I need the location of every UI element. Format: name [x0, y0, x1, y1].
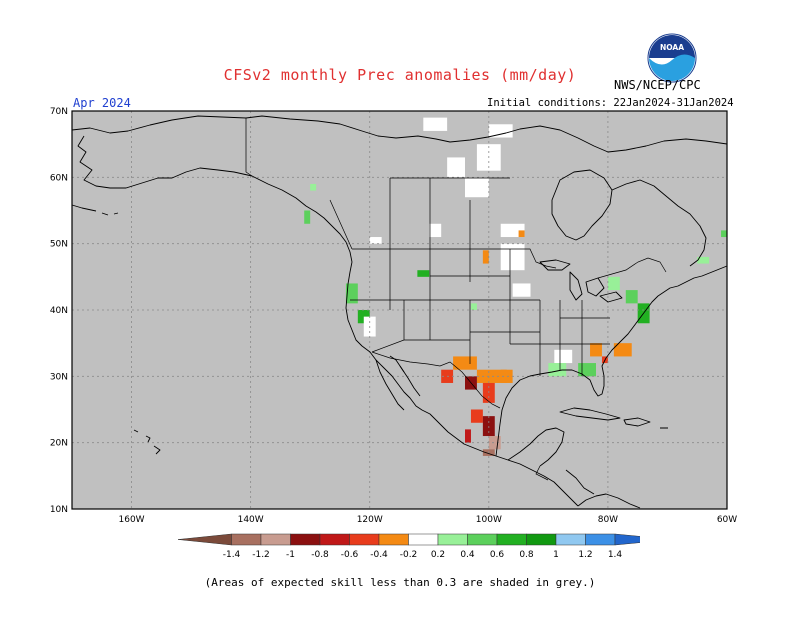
legend-level-label: -0.8: [311, 550, 329, 560]
longitude-label: 160W: [119, 515, 145, 525]
anomaly-cell: [482, 250, 489, 264]
longitude-label: 100W: [476, 515, 502, 525]
legend-color-box: [467, 533, 498, 546]
color-legend: -1.4 -1.2 -1 -0.8 -0.6 -0.4 -0.2 0.2 0.4 0.6 0.8 1 1…: [177, 533, 640, 560]
skill-footnote: (Areas of expected skill less than 0.3 a…: [204, 576, 596, 589]
legend-level-label: 1.2: [578, 550, 592, 560]
anomaly-cell: [548, 363, 567, 377]
longitude-label: 140W: [238, 515, 264, 525]
agency-label: NWS/NCEP/CPC: [614, 78, 701, 92]
legend-color-box: [496, 533, 527, 546]
anomaly-cell: [613, 343, 632, 357]
anomaly-cell: [512, 283, 531, 297]
month-label: Apr 2024: [73, 96, 131, 110]
anomaly-cell: [554, 349, 573, 364]
anomaly-cell: [345, 283, 358, 304]
legend-level-label: 1.4: [608, 550, 623, 560]
anomaly-cell: [470, 409, 483, 423]
coastlines: [71, 115, 728, 509]
legend-level-label: 0.2: [431, 550, 445, 560]
legend-level-label: -1: [286, 550, 295, 560]
legend-level-label: -0.2: [400, 550, 418, 560]
longitude-labels: 160W 140W 120W 100W 80W 60W: [119, 515, 738, 525]
legend-level-label: 0.6: [490, 550, 505, 560]
latitude-label: 50N: [50, 240, 68, 250]
anomaly-cell: [488, 124, 513, 138]
legend-color-box: [526, 533, 557, 546]
anomaly-cell: [417, 270, 430, 277]
latitude-label: 40N: [50, 306, 68, 316]
anomaly-cell: [369, 237, 382, 244]
latitude-label: 70N: [50, 107, 68, 117]
anomaly-cell: [453, 356, 477, 370]
legend-color-box: [614, 533, 640, 546]
noaa-logo: NOAA: [647, 33, 697, 83]
anomaly-cell: [304, 210, 311, 224]
anomaly-map: 70N 60N 50N 40N 30N 20N 10N 160W 140W 120W 100W 80…: [50, 107, 738, 525]
map-frame: [71, 110, 728, 510]
legend-color-box: [290, 533, 321, 546]
anomaly-cell: [310, 183, 317, 191]
longitude-label: 120W: [357, 515, 383, 525]
anomaly-cell: [423, 117, 448, 131]
legend-level-label: -0.6: [341, 550, 359, 560]
legend-color-box: [378, 533, 409, 546]
anomaly-cell: [500, 369, 513, 383]
latitude-label: 60N: [50, 173, 68, 183]
latitude-label: 30N: [50, 372, 68, 382]
latitude-label: 20N: [50, 439, 68, 449]
anomaly-cell: [429, 223, 442, 238]
anomaly-cell: [447, 157, 465, 178]
legend-level-label: -1.2: [252, 550, 270, 560]
legend-level-label: 1: [553, 550, 559, 560]
anomaly-cell: [578, 363, 596, 377]
legend-color-box: [349, 533, 380, 546]
latitude-label: 10N: [50, 505, 68, 515]
anomaly-cell: [697, 256, 710, 264]
anomaly-cell: [357, 310, 370, 324]
latitude-labels: 70N 60N 50N 40N 30N 20N 10N: [50, 107, 68, 515]
legend-color-box: [408, 533, 439, 546]
legend-level-label: -1.4: [223, 550, 241, 560]
anomaly-cells: [304, 117, 727, 456]
anomaly-cell: [721, 230, 727, 238]
legend-color-box: [177, 533, 232, 546]
legend-color-box: [585, 533, 616, 546]
map-title: CFSv2 monthly Prec anomalies (mm/day): [223, 66, 577, 84]
anomaly-cell: [465, 429, 471, 443]
longitude-label: 60W: [717, 515, 737, 525]
anomaly-cell: [465, 177, 489, 198]
political-borders: [245, 118, 667, 481]
legend-color-box: [437, 533, 468, 546]
legend-color-box: [555, 533, 586, 546]
initial-conditions-label: Initial conditions: 22Jan2024-31Jan2024: [487, 97, 734, 109]
legend-color-box: [231, 533, 262, 546]
anomaly-cell: [476, 369, 507, 383]
anomaly-cell: [488, 436, 501, 450]
anomaly-cell: [500, 243, 525, 271]
anomaly-cell: [518, 230, 525, 238]
legend-color-box: [260, 533, 291, 546]
anomaly-cell: [607, 276, 620, 291]
legend-color-box: [319, 533, 350, 546]
anomaly-cell: [590, 343, 602, 357]
legend-level-label: 0.4: [460, 550, 475, 560]
noaa-logo-text: NOAA: [660, 43, 684, 52]
anomaly-cell: [625, 290, 638, 304]
longitude-label: 80W: [598, 515, 618, 525]
legend-level-label: 0.8: [519, 550, 534, 560]
anomaly-cell: [470, 303, 477, 310]
legend-level-label: -0.4: [370, 550, 388, 560]
